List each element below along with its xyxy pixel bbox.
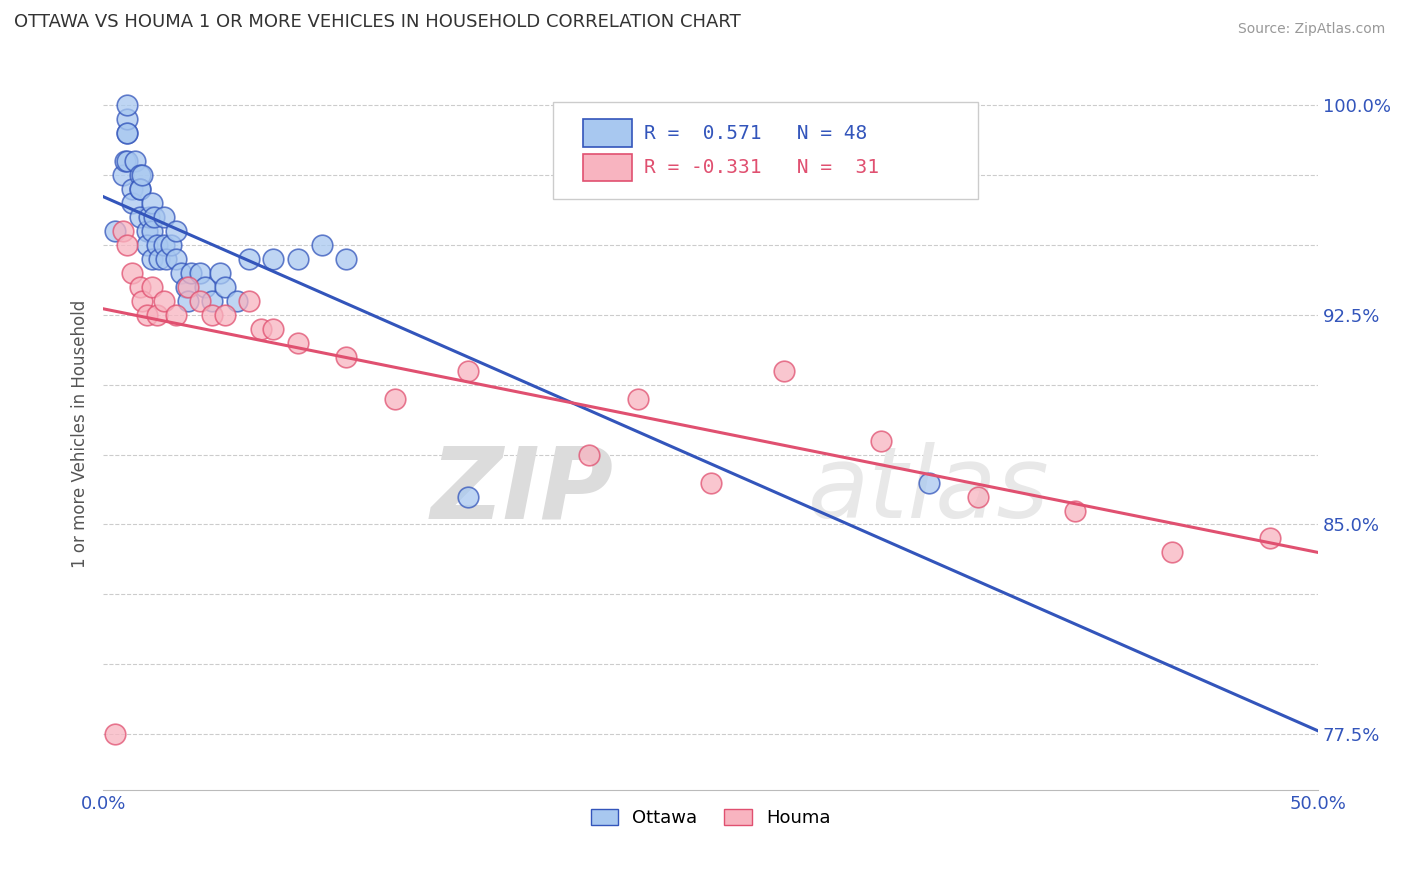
Point [141, 280, 163, 294]
Point [153, 293, 176, 308]
Point [104, 224, 127, 238]
Point [117, 154, 139, 169]
Point [155, 252, 177, 266]
Point [131, 293, 153, 308]
Point [627, 392, 650, 406]
Point [111, 168, 134, 182]
Point [262, 322, 284, 336]
Point [287, 252, 309, 266]
Point [114, 154, 136, 169]
Point [128, 182, 150, 196]
Point [250, 322, 273, 336]
Point [335, 350, 357, 364]
Point [104, 727, 127, 741]
Point [457, 364, 479, 378]
Point [160, 238, 183, 252]
Point [177, 280, 200, 294]
Point [153, 210, 176, 224]
Point [128, 168, 150, 182]
Point [238, 252, 260, 266]
Point [165, 252, 187, 266]
Point [131, 168, 153, 182]
Point [1064, 503, 1087, 517]
Point [141, 196, 163, 211]
Text: Source: ZipAtlas.com: Source: ZipAtlas.com [1237, 22, 1385, 37]
Text: OTTAWA VS HOUMA 1 OR MORE VEHICLES IN HOUSEHOLD CORRELATION CHART: OTTAWA VS HOUMA 1 OR MORE VEHICLES IN HO… [14, 13, 741, 31]
Point [141, 252, 163, 266]
Point [111, 224, 134, 238]
Point [578, 448, 600, 462]
Point [148, 252, 170, 266]
Point [121, 196, 143, 211]
Point [135, 224, 157, 238]
Point [311, 238, 333, 252]
Point [170, 266, 193, 280]
Point [145, 308, 167, 322]
Point [262, 252, 284, 266]
Point [177, 293, 200, 308]
Y-axis label: 1 or more Vehicles in Household: 1 or more Vehicles in Household [72, 300, 89, 568]
Point [699, 475, 721, 490]
Point [174, 280, 197, 294]
FancyBboxPatch shape [553, 103, 979, 199]
Point [918, 475, 941, 490]
Point [208, 266, 231, 280]
Text: atlas: atlas [808, 442, 1049, 539]
Point [188, 266, 211, 280]
Point [772, 364, 794, 378]
Point [121, 266, 143, 280]
Point [117, 112, 139, 127]
Bar [583, 120, 631, 146]
Point [238, 293, 260, 308]
Text: R =  0.571   N = 48: R = 0.571 N = 48 [644, 123, 868, 143]
Point [138, 210, 160, 224]
Point [124, 154, 146, 169]
Point [117, 98, 139, 112]
Point [117, 126, 139, 140]
Point [141, 224, 163, 238]
Point [967, 490, 990, 504]
Point [869, 434, 891, 448]
Bar [583, 153, 631, 181]
Point [194, 280, 217, 294]
Text: ZIP: ZIP [430, 442, 613, 539]
Point [143, 210, 166, 224]
Point [287, 335, 309, 350]
Point [457, 490, 479, 504]
Point [180, 266, 202, 280]
Point [1258, 532, 1281, 546]
Point [201, 308, 224, 322]
Point [128, 280, 150, 294]
Point [121, 182, 143, 196]
Point [201, 293, 224, 308]
Point [153, 238, 176, 252]
Point [165, 224, 187, 238]
Point [214, 308, 236, 322]
Point [188, 293, 211, 308]
Point [117, 126, 139, 140]
Point [135, 238, 157, 252]
Point [117, 238, 139, 252]
Point [165, 308, 187, 322]
Point [145, 238, 167, 252]
Point [225, 293, 247, 308]
Point [128, 182, 150, 196]
Point [1161, 545, 1184, 559]
Point [135, 308, 157, 322]
Point [214, 280, 236, 294]
Point [128, 210, 150, 224]
Text: R = -0.331   N =  31: R = -0.331 N = 31 [644, 158, 879, 177]
Point [384, 392, 406, 406]
Point [335, 252, 357, 266]
Legend: Ottawa, Houma: Ottawa, Houma [583, 802, 838, 834]
